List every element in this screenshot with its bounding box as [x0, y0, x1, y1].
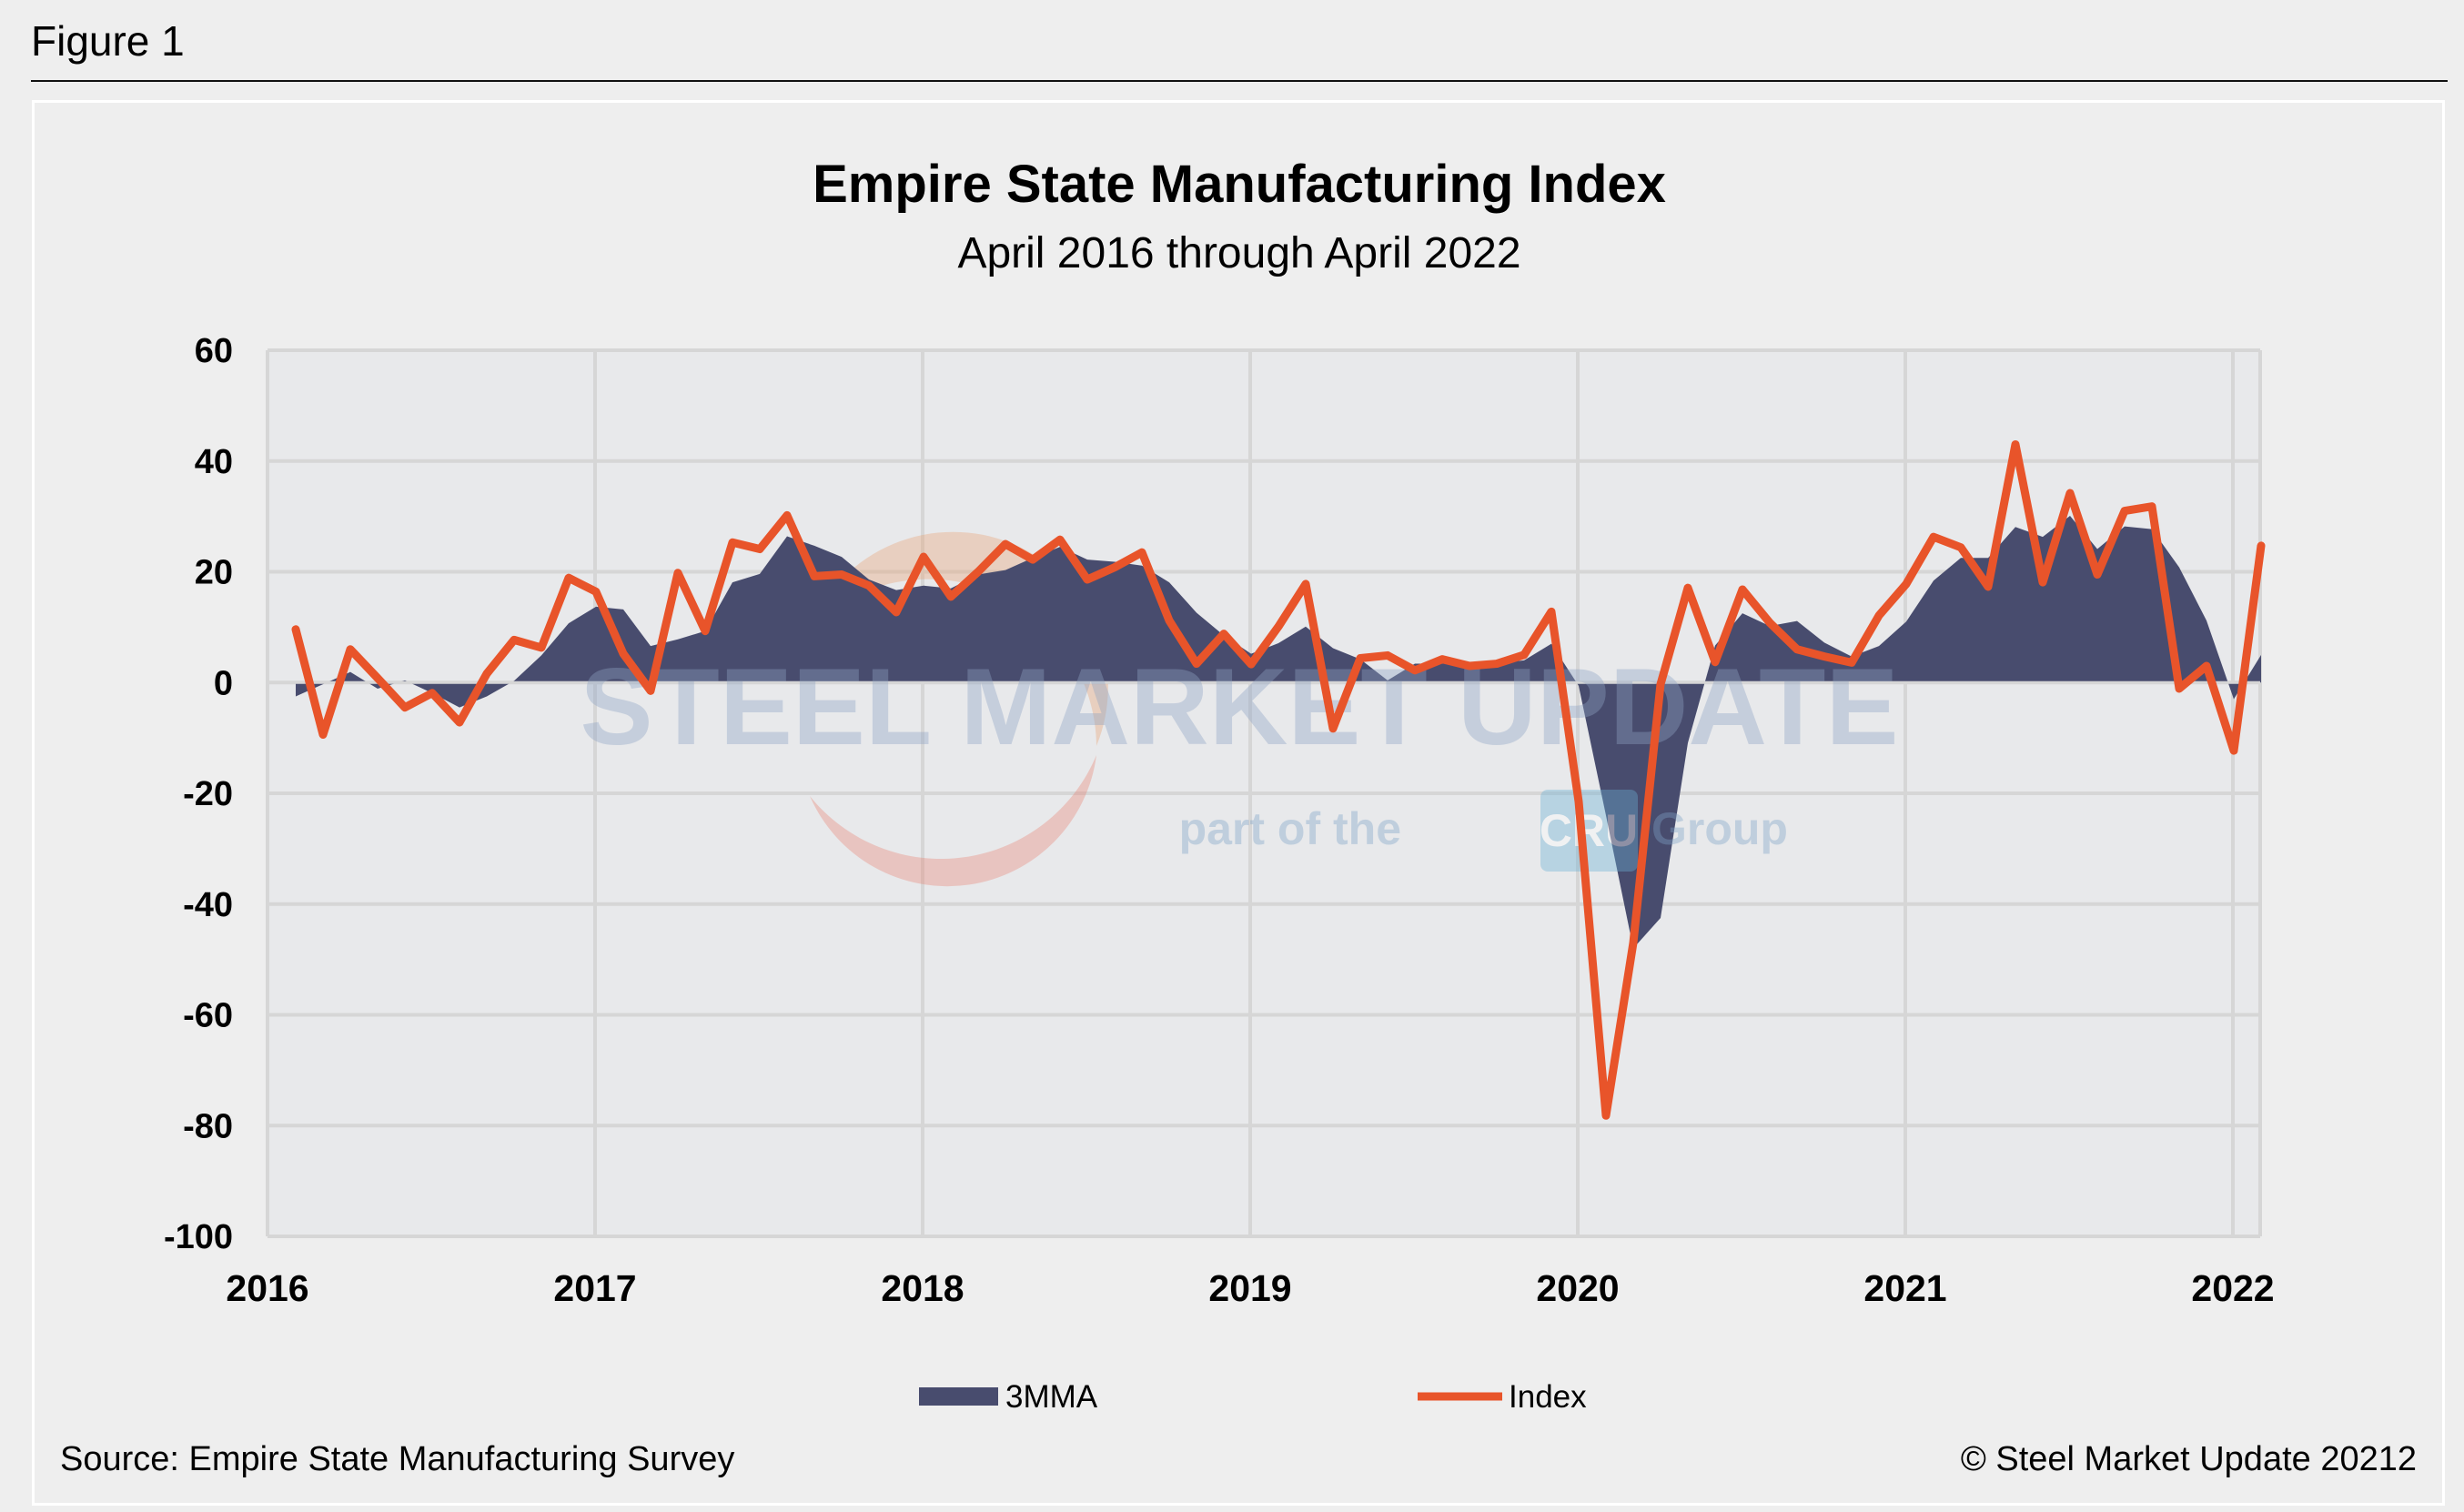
- y-tick-label: -20: [183, 775, 233, 813]
- watermark-arc-bottom: [810, 755, 1096, 887]
- y-tick-label: 0: [214, 664, 233, 702]
- legend: 3MMA Index: [919, 1379, 1587, 1415]
- watermark-tagline-pre: part of the: [1179, 803, 1401, 854]
- watermark-brand: STEEL MARKET UPDATE: [581, 646, 1899, 768]
- watermark-text: STEEL MARKET UPDATE part of the CRU Grou…: [581, 646, 1899, 872]
- y-tick-label: -40: [183, 886, 233, 924]
- copyright-note: © Steel Market Update 20212: [1961, 1440, 2417, 1478]
- x-tick-label: 2021: [1863, 1267, 1946, 1309]
- legend-label-3mma: 3MMA: [1005, 1379, 1098, 1415]
- x-tick-label: 2022: [2191, 1267, 2274, 1309]
- y-axis-ticks: 60 40 20 0 -20 -40 -60 -80 -100: [164, 332, 233, 1256]
- area-3mma: [296, 516, 2261, 949]
- chart-frame: [32, 100, 2445, 1506]
- legend-label-index: Index: [1509, 1379, 1587, 1415]
- y-tick-label: 40: [195, 443, 233, 481]
- chart-subtitle: April 2016 through April 2022: [957, 229, 1520, 277]
- x-tick-label: 2016: [226, 1267, 308, 1309]
- x-tick-label: 2020: [1536, 1267, 1619, 1309]
- y-tick-label: -60: [183, 997, 233, 1035]
- x-tick-label: 2017: [553, 1267, 636, 1309]
- y-tick-label: -100: [164, 1218, 233, 1256]
- watermark-tagline-post: Group: [1651, 803, 1788, 854]
- figure-label: Figure 1: [31, 17, 185, 65]
- watermark-cru: CRU: [1540, 805, 1638, 856]
- watermark-cru-badge: [1540, 790, 1638, 872]
- y-tick-label: 20: [195, 554, 233, 592]
- y-tick-label: -80: [183, 1107, 233, 1145]
- chart-title: Empire State Manufacturing Index: [813, 155, 1666, 214]
- series-index: [291, 439, 2266, 1120]
- legend-swatch-3mma: [919, 1387, 998, 1406]
- source-note: Source: Empire State Manufacturing Surve…: [60, 1440, 734, 1478]
- y-tick-label: 60: [195, 332, 233, 370]
- x-tick-label: 2018: [881, 1267, 964, 1309]
- figure-divider: [31, 80, 2448, 82]
- x-tick-label: 2019: [1208, 1267, 1291, 1309]
- x-axis-ticks: 2016 2017 2018 2019 2020 2021 2022: [226, 1267, 2274, 1309]
